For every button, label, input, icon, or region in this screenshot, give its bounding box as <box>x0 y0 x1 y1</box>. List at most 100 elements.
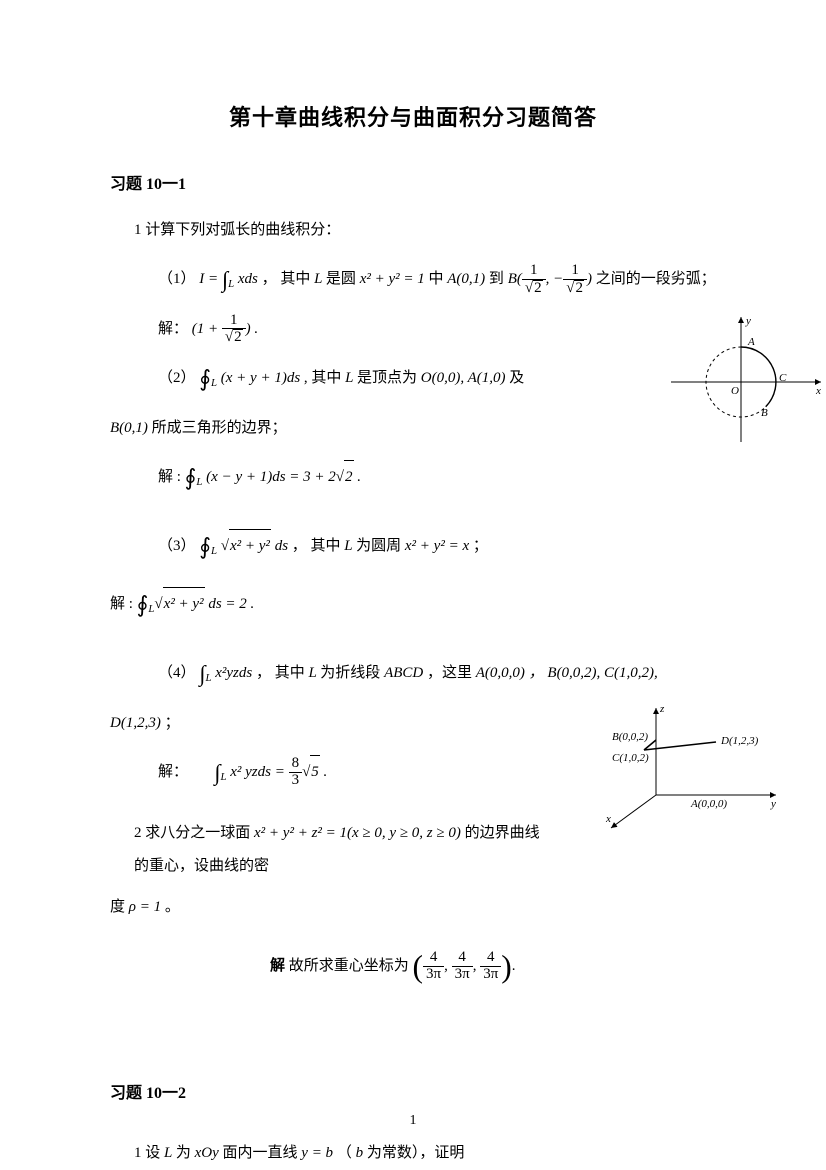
p1-circle-eq: x² + y² = 1 <box>360 271 425 287</box>
p1-ans-label: 解： <box>158 321 188 337</box>
p3-label: （3） <box>158 538 199 554</box>
p1-frac1: 1√2 <box>522 263 546 297</box>
q2-ans-text: 故所求重心坐标为 <box>289 958 409 974</box>
s2q1-text4: （ <box>337 1145 352 1161</box>
p1-B-open: B( <box>508 271 522 287</box>
figure-3d-diagram: z y x B(0,0,2) C(1,0,2) D(1,2,3) A(0,0,0… <box>596 700 796 835</box>
point-B3d: B(0,0,2) <box>612 731 648 743</box>
q2-ans-label: 解 <box>270 958 285 974</box>
point-A3d: A(0,0,0) <box>690 798 727 810</box>
p3-ans-label: 解 : <box>110 596 137 612</box>
p4-text3: ，这里 <box>427 665 472 681</box>
p3-text2: 为圆周 <box>356 538 401 554</box>
p3-rad: x² + y² <box>229 529 271 563</box>
q2-text3: 度 <box>110 899 125 915</box>
axis-label-x3d: x <box>605 813 611 825</box>
segment-CD <box>644 742 716 750</box>
s2q1-xOy: xOy <box>195 1145 223 1161</box>
p2-text4: 所成三角形的边界； <box>152 420 287 436</box>
q1-intro: 1 计算下列对弧长的曲线积分： <box>110 214 716 247</box>
p1-B-close: ) <box>587 271 596 287</box>
p2-text2: 是顶点为 <box>357 370 417 386</box>
p4-ans-lhs: x² yzds = <box>226 764 288 780</box>
p4-body: x²yzds <box>211 665 252 681</box>
p3-semi: ； <box>473 538 488 554</box>
p4-text2: 为折线段 <box>320 665 380 681</box>
point-C: C <box>779 372 787 384</box>
section-2-header: 习题 10一2 <box>110 1079 716 1103</box>
p1-L: L <box>314 271 326 287</box>
p4-semi: ； <box>165 715 180 731</box>
p3-circ: x² + y² = x <box>405 538 473 554</box>
p2-body: (x + y + 1)ds <box>221 370 300 386</box>
p4-label: （4） <box>158 665 199 681</box>
p1-frac2: 1√2 <box>563 263 587 297</box>
axis-label-z: z <box>659 703 665 715</box>
problem-3-answer: 解 : ∮L√x² + y² ds = 2 . <box>110 580 716 630</box>
page-title: 第十章曲线积分与曲面积分习题简答 <box>110 100 716 132</box>
p3-ds: ds <box>275 538 288 554</box>
p1-text1: ， 其中 <box>262 271 311 287</box>
p3-ans-eq: ds = 2 . <box>208 596 254 612</box>
p1-comma: , − <box>546 271 564 287</box>
p4-L: L <box>308 665 320 681</box>
p4-D: D(1,2,3) <box>110 715 165 731</box>
problem-2-cont: B(0,1) 所成三角形的边界； <box>110 412 716 445</box>
p1-ans-open: (1 + <box>192 321 222 337</box>
p3-text1: ， 其中 <box>292 538 341 554</box>
p1-text4: 到 <box>489 271 504 287</box>
p2-pts: O(0,0), A(1,0) <box>421 370 509 386</box>
point-B: B <box>761 407 768 419</box>
p1-sub: L <box>228 278 234 290</box>
point-C3d: C(1,0,2) <box>612 752 649 764</box>
q2-text4: 。 <box>165 899 180 915</box>
p4-ABCD: ABCD <box>384 665 427 681</box>
question-2-cont: 度 ρ = 1 。 <box>110 891 716 924</box>
section-1-header: 习题 10一1 <box>110 170 716 194</box>
p4-ans-rhs: √5 . <box>302 764 327 780</box>
problem-1-answer: 解： (1 + 1√2) . <box>110 313 716 347</box>
p1-lhs: I = <box>199 271 222 287</box>
figure-circle-diagram: y x O A C B <box>671 312 826 447</box>
s2-question-1: 1 设 L 为 xOy 面内一直线 y = b （ b 为常数），证明 <box>110 1137 716 1170</box>
problem-1: （1） I = ∫L xds ， 其中 L 是圆 x² + y² = 1 中 A… <box>110 255 716 305</box>
x-axis-3d <box>611 795 656 828</box>
p1-label: （1） <box>158 271 196 287</box>
origin-label: O <box>731 385 739 397</box>
p2-text1: , 其中 <box>304 370 342 386</box>
p3-L: L <box>344 538 356 554</box>
p1-text5: 之间的一段劣弧； <box>596 271 716 287</box>
p2-ans-label: 解 : <box>158 469 185 485</box>
s2q1-text3: 面内一直线 <box>223 1145 298 1161</box>
s2q1-b: b <box>356 1145 367 1161</box>
p2-label: （2） <box>158 370 196 386</box>
arc-AC <box>741 347 776 407</box>
problem-4: （4） ∫L x²yzds ， 其中 L 为折线段 ABCD ，这里 A(0,0… <box>110 649 716 699</box>
p2-text3: 及 <box>509 370 524 386</box>
s2q1-text5: 为常数），证明 <box>367 1145 465 1161</box>
q2-ans-period: . <box>512 958 516 974</box>
p1-ans-frac: 1√2 <box>222 313 246 347</box>
p2-sub: L <box>211 377 217 389</box>
p4-ans-label: 解： <box>158 764 188 780</box>
axis-label-y: y <box>745 315 751 327</box>
p1-text2: 是圆 <box>326 271 356 287</box>
axis-label-y3d: y <box>770 798 776 810</box>
page-number: 1 <box>0 1113 826 1129</box>
question-2-answer: 解 故所求重心坐标为 (43π, 43π, 43π). <box>110 932 716 1001</box>
s2q1-L: L <box>164 1145 176 1161</box>
problem-2: （2） ∮L (x + y + 1)ds , 其中 L 是顶点为 O(0,0),… <box>110 354 716 404</box>
q2-text1: 2 求八分之一球面 <box>134 825 250 841</box>
p1-xds: xds <box>238 271 258 287</box>
p2-B01: B(0,1) <box>110 420 152 436</box>
point-A: A <box>747 336 755 348</box>
p2-ans-eq: (x − y + 1)ds = 3 + 2√2 . <box>206 469 361 485</box>
s2q1-text2: 为 <box>176 1145 191 1161</box>
point-D3d: D(1,2,3) <box>720 735 759 747</box>
q2-rho: ρ = 1 <box>129 899 165 915</box>
s2q1-text1: 1 设 <box>134 1145 160 1161</box>
p4-ans-frac: 83 <box>289 756 303 789</box>
p2-L: L <box>345 370 357 386</box>
p1-ans-close: ) . <box>246 321 259 337</box>
problem-3: （3） ∮L √x² + y² ds ， 其中 L 为圆周 x² + y² = … <box>110 522 716 572</box>
